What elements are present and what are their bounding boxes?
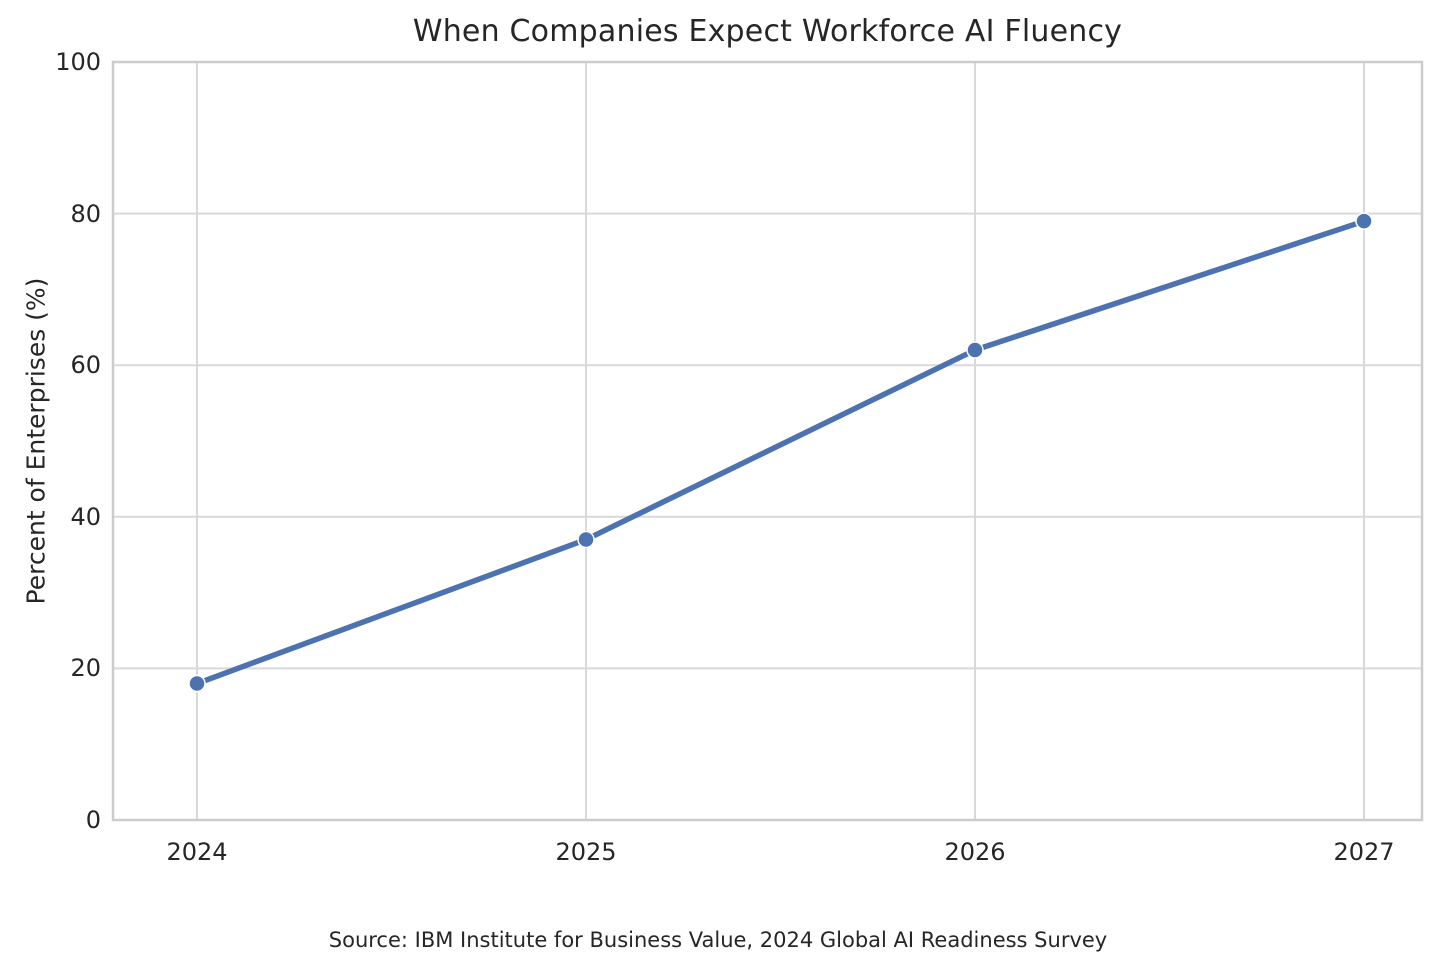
data-point-marker xyxy=(1355,212,1373,230)
y-tick-label: 40 xyxy=(70,502,101,531)
y-tick-label: 80 xyxy=(70,199,101,228)
y-tick-label: 100 xyxy=(55,48,101,76)
x-tick-label: 2025 xyxy=(555,838,617,866)
x-tick-label: 2026 xyxy=(944,838,1006,866)
data-line xyxy=(194,218,1367,687)
y-tick-label: 60 xyxy=(70,351,101,380)
y-tick-label: 20 xyxy=(70,654,101,683)
source-note: Source: IBM Institute for Business Value… xyxy=(328,928,1108,952)
x-tick-label: 2027 xyxy=(1333,838,1395,866)
data-point-marker xyxy=(577,530,595,549)
x-tick-label: 2024 xyxy=(166,838,228,866)
data-point-marker xyxy=(966,341,984,359)
data-point-marker xyxy=(188,674,206,693)
chart-title: When Companies Expect Workforce AI Fluen… xyxy=(412,14,1123,49)
y-tick-label: 0 xyxy=(85,806,101,834)
plot-border xyxy=(111,60,1424,822)
